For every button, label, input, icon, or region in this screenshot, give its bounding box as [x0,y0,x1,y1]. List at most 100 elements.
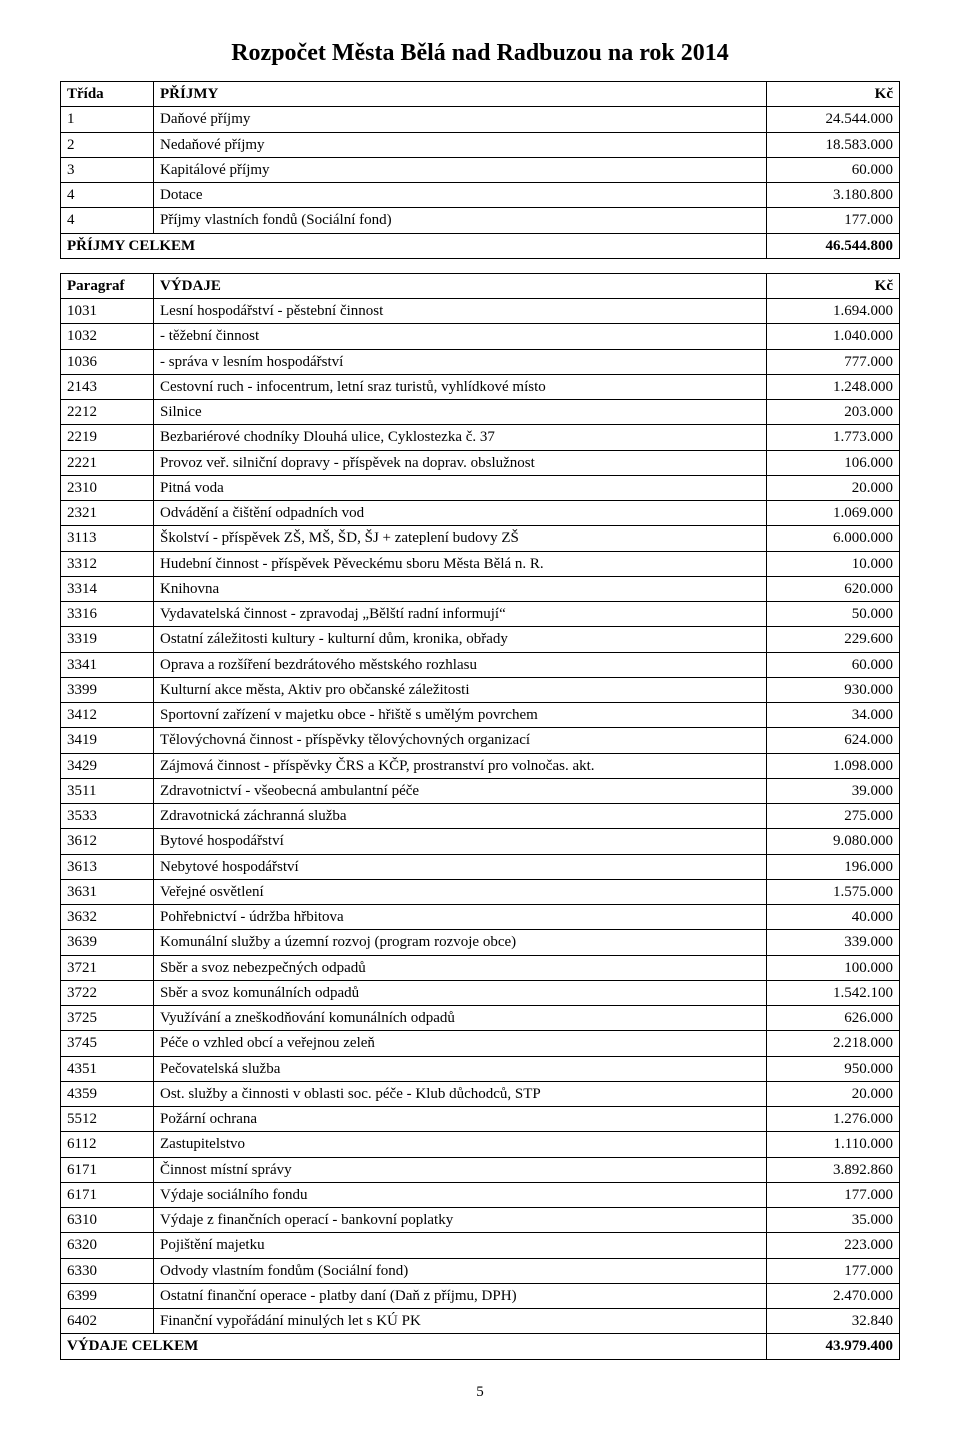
expense-total-value: 43.979.400 [767,1334,900,1359]
expense-desc: Vydavatelská činnost - zpravodaj „Bělští… [154,602,767,627]
expense-value: 620.000 [767,576,900,601]
table-spacer [60,259,900,273]
expense-desc: Pojištění majetku [154,1233,767,1258]
expense-code: 2212 [61,400,154,425]
expense-code: 3419 [61,728,154,753]
expense-code: 4359 [61,1081,154,1106]
expense-code: 3613 [61,854,154,879]
expense-row: 2321Odvádění a čištění odpadních vod1.06… [61,501,900,526]
expense-code: 3632 [61,905,154,930]
expense-row: 2212Silnice203.000 [61,400,900,425]
expense-code: 3721 [61,955,154,980]
expense-desc: Ostatní záležitosti kultury - kulturní d… [154,627,767,652]
expense-value: 275.000 [767,804,900,829]
income-desc: Dotace [154,183,767,208]
expense-desc: Cestovní ruch - infocentrum, letní sraz … [154,374,767,399]
expense-code: 3631 [61,879,154,904]
expense-code: 3429 [61,753,154,778]
expense-value: 9.080.000 [767,829,900,854]
expense-row: 6112Zastupitelstvo1.110.000 [61,1132,900,1157]
expense-code: 3412 [61,703,154,728]
expense-row: 6310Výdaje z finančních operací - bankov… [61,1208,900,1233]
expense-row: 6399Ostatní finanční operace - platby da… [61,1283,900,1308]
expense-desc: Výdaje sociálního fondu [154,1182,767,1207]
income-total-row: PŘÍJMY CELKEM 46.544.800 [61,233,900,258]
expense-value: 203.000 [767,400,900,425]
expense-header-val: Kč [767,273,900,298]
expense-row: 3745Péče o vzhled obcí a veřejnou zeleň2… [61,1031,900,1056]
expense-code: 6171 [61,1182,154,1207]
expense-value: 196.000 [767,854,900,879]
expense-value: 60.000 [767,652,900,677]
expense-header-row: Paragraf VÝDAJE Kč [61,273,900,298]
expense-value: 106.000 [767,450,900,475]
expense-row: 3314Knihovna620.000 [61,576,900,601]
income-value: 18.583.000 [767,132,900,157]
expense-desc: Ost. služby a činnosti v oblasti soc. pé… [154,1081,767,1106]
income-desc: Nedaňové příjmy [154,132,767,157]
expense-value: 1.098.000 [767,753,900,778]
income-code: 4 [61,208,154,233]
income-header-code: Třída [61,82,154,107]
expense-value: 20.000 [767,1081,900,1106]
expense-row: 1032 - těžební činnost1.040.000 [61,324,900,349]
expense-value: 34.000 [767,703,900,728]
expense-code: 5512 [61,1107,154,1132]
expense-value: 1.110.000 [767,1132,900,1157]
income-header-desc: PŘÍJMY [154,82,767,107]
expense-code: 3639 [61,930,154,955]
expense-desc: Zdravotnická záchranná služba [154,804,767,829]
expense-value: 35.000 [767,1208,900,1233]
expense-desc: Zájmová činnost - příspěvky ČRS a KČP, p… [154,753,767,778]
expense-row: 4359Ost. služby a činnosti v oblasti soc… [61,1081,900,1106]
expense-row: 3613Nebytové hospodářství196.000 [61,854,900,879]
expense-row: 6171Výdaje sociálního fondu177.000 [61,1182,900,1207]
expense-value: 1.069.000 [767,501,900,526]
expense-desc: Finanční vypořádání minulých let s KÚ PK [154,1309,767,1334]
expense-value: 624.000 [767,728,900,753]
expense-row: 3312Hudební činnost - příspěvek Pěveckém… [61,551,900,576]
expense-value: 20.000 [767,475,900,500]
expense-value: 626.000 [767,1006,900,1031]
expense-total-row: VÝDAJE CELKEM 43.979.400 [61,1334,900,1359]
expense-desc: Nebytové hospodářství [154,854,767,879]
expense-row: 3631Veřejné osvětlení1.575.000 [61,879,900,904]
expense-code: 3316 [61,602,154,627]
expense-desc: Požární ochrana [154,1107,767,1132]
expense-code: 3399 [61,677,154,702]
income-header-row: Třída PŘÍJMY Kč [61,82,900,107]
income-value: 24.544.000 [767,107,900,132]
expense-value: 2.470.000 [767,1283,900,1308]
expense-code: 6330 [61,1258,154,1283]
expense-code: 3113 [61,526,154,551]
expense-row: 3341Oprava a rozšíření bezdrátového měst… [61,652,900,677]
expense-code: 6171 [61,1157,154,1182]
expense-desc: Ostatní finanční operace - platby daní (… [154,1283,767,1308]
expense-desc: Veřejné osvětlení [154,879,767,904]
income-value: 3.180.800 [767,183,900,208]
income-desc: Příjmy vlastních fondů (Sociální fond) [154,208,767,233]
expense-value: 1.542.100 [767,980,900,1005]
income-row: 4Dotace3.180.800 [61,183,900,208]
income-code: 4 [61,183,154,208]
expense-code: 3612 [61,829,154,854]
expense-header-code: Paragraf [61,273,154,298]
expense-code: 2143 [61,374,154,399]
expense-value: 777.000 [767,349,900,374]
income-row: 4Příjmy vlastních fondů (Sociální fond)1… [61,208,900,233]
expense-row: 3511Zdravotnictví - všeobecná ambulantní… [61,778,900,803]
expense-code: 2310 [61,475,154,500]
expense-desc: Výdaje z finančních operací - bankovní p… [154,1208,767,1233]
expense-desc: Péče o vzhled obcí a veřejnou zeleň [154,1031,767,1056]
expense-desc: Kulturní akce města, Aktiv pro občanské … [154,677,767,702]
expense-row: 2221Provoz veř. silniční dopravy - přísp… [61,450,900,475]
income-table: Třída PŘÍJMY Kč 1Daňové příjmy24.544.000… [60,81,900,259]
expense-row: 6330Odvody vlastním fondům (Sociální fon… [61,1258,900,1283]
expense-value: 177.000 [767,1182,900,1207]
expense-row: 4351Pečovatelská služba950.000 [61,1056,900,1081]
expense-value: 32.840 [767,1309,900,1334]
income-row: 1Daňové příjmy24.544.000 [61,107,900,132]
income-value: 60.000 [767,157,900,182]
expense-desc: Silnice [154,400,767,425]
expense-desc: Provoz veř. silniční dopravy - příspěvek… [154,450,767,475]
